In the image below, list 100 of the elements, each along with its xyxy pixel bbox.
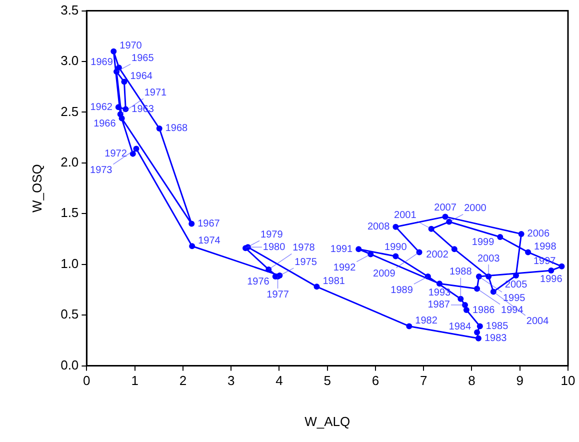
annotation: 1988 [450,266,472,278]
annotation: 1965 [132,52,154,64]
annotation: 2007 [434,202,457,214]
y-tick-label: 2.0 [60,154,79,170]
annotation: 1986 [472,304,496,316]
annotation: 1968 [165,123,188,134]
point [116,64,122,71]
point [446,218,452,225]
annotation: 1990 [384,242,408,254]
point [424,274,431,280]
y-axis-title: W_OSQ [29,164,44,213]
point [513,272,520,279]
point [368,251,374,258]
annotation: 1962 [90,102,113,113]
point [156,125,162,132]
point [558,263,565,270]
annotation: 1977 [266,289,290,300]
point [416,249,422,256]
annotation: 2008 [367,222,390,233]
point [476,274,482,280]
annotation: 1984 [448,322,472,333]
x-tick-label: 1 [131,373,138,388]
x-tick-label: 10 [560,373,576,388]
point [122,106,129,112]
annotation: 1982 [415,316,438,327]
annotation: 1976 [247,276,270,288]
point [490,288,496,295]
annotation: 2005 [504,279,528,290]
point [392,253,399,260]
point [525,249,532,256]
annotation: 1967 [198,218,220,230]
point [463,307,470,314]
y-tick-label: 1.5 [60,205,79,220]
x-tick-label: 3 [227,373,235,388]
point [442,214,448,220]
point [475,335,482,342]
y-tick-label: 2.5 [60,104,79,119]
annotation: 1983 [484,333,508,344]
annotation: 1993 [428,287,452,298]
point [314,284,320,290]
point [356,246,362,252]
point [462,302,468,308]
y-tick-label: 0.0 [60,357,79,372]
annotation: 1971 [144,87,168,98]
point [406,323,412,330]
annotation: 1974 [198,235,221,246]
x-tick-label: 9 [516,373,524,388]
annotation: 1991 [330,244,354,255]
annotation: 1985 [486,320,509,332]
point [476,323,483,330]
x-tick-label: 5 [324,373,331,388]
point [392,224,399,230]
point [117,111,124,118]
y-tick-label: 3.0 [60,53,79,68]
annotation: 2002 [426,249,449,260]
point [548,267,554,274]
point [121,78,128,85]
annotation: 1999 [472,237,495,248]
point [458,296,464,302]
annotation: 2009 [373,268,396,280]
point [474,286,480,292]
x-tick-label: 0 [83,373,90,388]
point [474,329,480,336]
point [436,280,442,287]
annotation: 1975 [294,256,318,268]
y-tick-label: 3.5 [60,2,79,18]
annotation: 1987 [428,300,450,311]
point [130,150,136,157]
y-tick-label: 0.5 [60,306,79,322]
annotation: 1981 [322,276,346,288]
annotation: 1989 [390,284,414,296]
point [115,104,122,110]
annotation: 1973 [90,165,113,176]
x-axis-title: W_ALQ [304,414,350,429]
point [189,243,196,250]
point [133,146,140,152]
annotation: 1995 [502,292,526,304]
point [518,230,524,237]
annotation: 2004 [526,316,550,328]
annotation: 1972 [104,148,128,160]
annotation: 1992 [333,262,356,274]
point [110,48,117,54]
point [428,226,434,232]
point [266,266,272,272]
annotation: 1998 [534,242,557,253]
annotation: 1969 [90,56,114,68]
annotation: 1966 [94,118,116,130]
annotation: 1978 [292,242,316,254]
annotation: 1980 [262,242,286,253]
annotation: 2001 [394,210,417,222]
x-tick-label: 4 [276,373,283,388]
y-tick-label: 1.0 [60,256,79,271]
point [451,246,458,252]
point [486,274,492,280]
x-tick-label: 7 [420,373,428,388]
annotation: 2000 [464,203,487,214]
annotation: 2003 [477,253,500,264]
annotation: 1970 [120,40,142,52]
x-tick-label: 2 [179,373,187,388]
x-tick-label: 8 [468,373,476,388]
